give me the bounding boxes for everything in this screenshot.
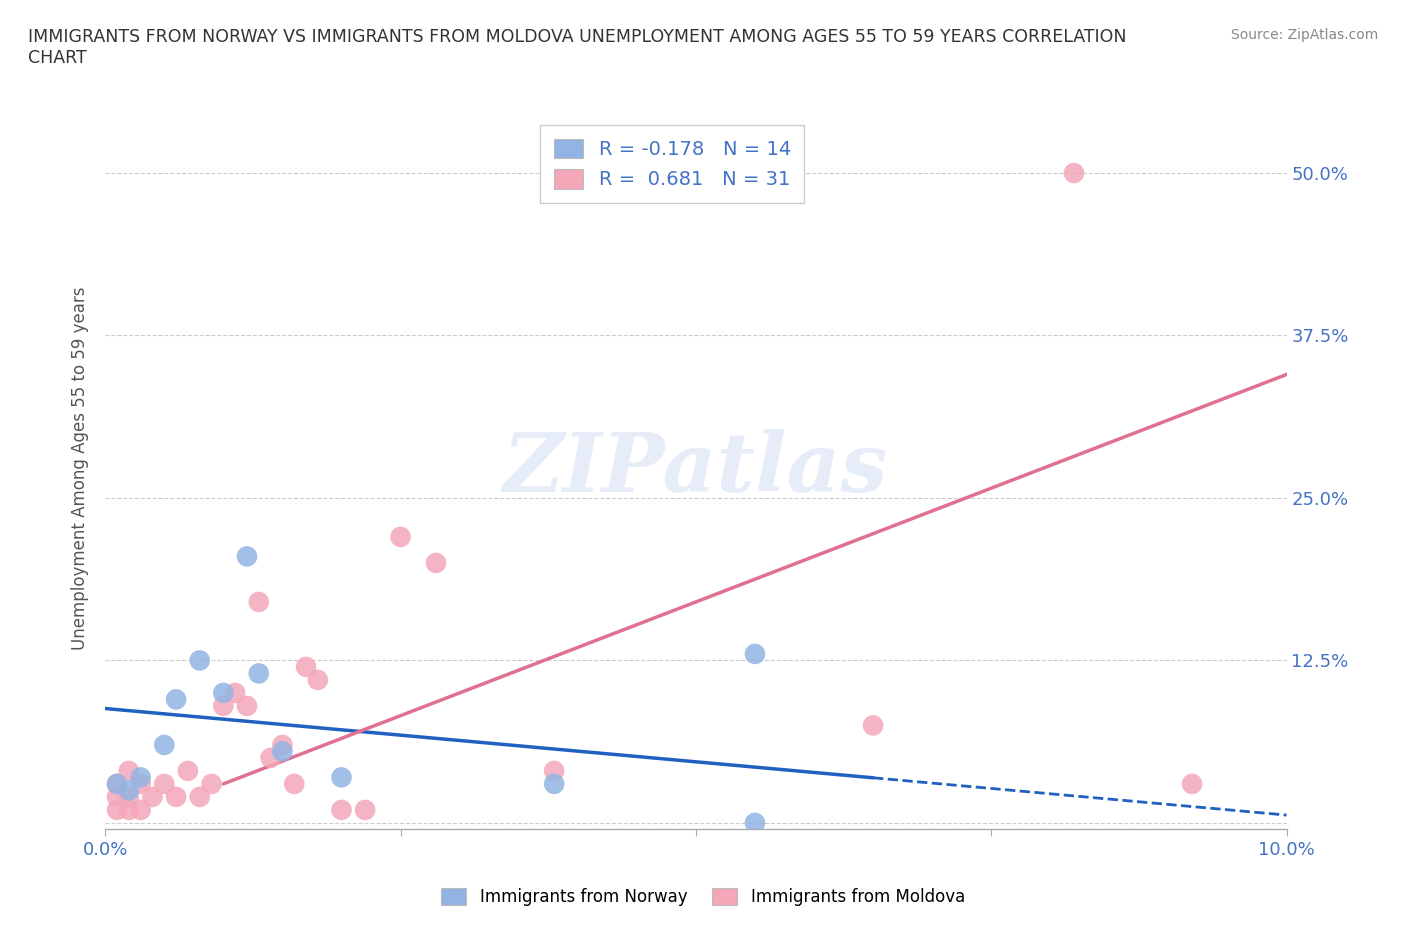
Point: [105, 777, 128, 791]
Text: Source: ZipAtlas.com: Source: ZipAtlas.com: [1230, 28, 1378, 42]
Point: [118, 764, 141, 778]
Point: [118, 783, 141, 798]
Point: [271, 744, 294, 759]
Point: [1181, 777, 1204, 791]
Point: [259, 751, 281, 765]
Point: [153, 737, 176, 752]
Point: [188, 790, 211, 804]
Point: [212, 685, 235, 700]
Point: [165, 692, 187, 707]
Point: [200, 777, 222, 791]
Point: [212, 698, 235, 713]
Point: [165, 790, 187, 804]
Point: [425, 555, 447, 570]
Point: [129, 777, 152, 791]
Point: [862, 718, 884, 733]
Point: [129, 770, 152, 785]
Point: [744, 646, 766, 661]
Point: [354, 803, 377, 817]
Point: [543, 764, 565, 778]
Point: [105, 777, 128, 791]
Point: [105, 790, 128, 804]
Point: [744, 816, 766, 830]
Point: [307, 672, 329, 687]
Point: [236, 549, 259, 564]
Point: [247, 594, 270, 609]
Point: [129, 803, 152, 817]
Point: [105, 803, 128, 817]
Point: [177, 764, 200, 778]
Legend: R = -0.178   N = 14, R =  0.681   N = 31: R = -0.178 N = 14, R = 0.681 N = 31: [540, 125, 804, 203]
Point: [224, 685, 246, 700]
Point: [153, 777, 176, 791]
Point: [330, 770, 353, 785]
Point: [543, 777, 565, 791]
Point: [295, 659, 318, 674]
Point: [118, 790, 141, 804]
Point: [283, 777, 305, 791]
Point: [389, 529, 412, 544]
Text: ZIPatlas: ZIPatlas: [503, 429, 889, 509]
Point: [188, 653, 211, 668]
Point: [141, 790, 163, 804]
Point: [330, 803, 353, 817]
Point: [247, 666, 270, 681]
Point: [118, 803, 141, 817]
Text: IMMIGRANTS FROM NORWAY VS IMMIGRANTS FROM MOLDOVA UNEMPLOYMENT AMONG AGES 55 TO : IMMIGRANTS FROM NORWAY VS IMMIGRANTS FRO…: [28, 28, 1126, 67]
Legend: Immigrants from Norway, Immigrants from Moldova: Immigrants from Norway, Immigrants from …: [434, 881, 972, 912]
Point: [271, 737, 294, 752]
Point: [236, 698, 259, 713]
Y-axis label: Unemployment Among Ages 55 to 59 years: Unemployment Among Ages 55 to 59 years: [72, 287, 89, 650]
Point: [1063, 166, 1085, 180]
